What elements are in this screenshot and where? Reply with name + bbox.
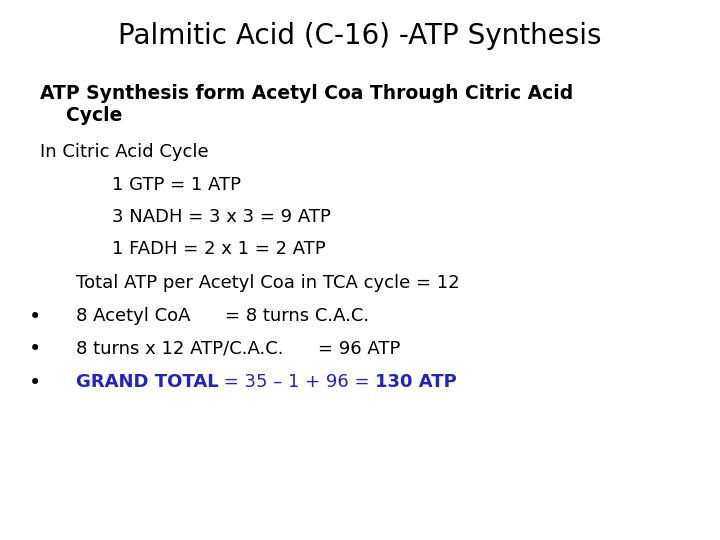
- Text: •: •: [29, 307, 41, 327]
- Text: •: •: [29, 373, 41, 393]
- Text: ATP Synthesis form Acetyl Coa Through Citric Acid
    Cycle: ATP Synthesis form Acetyl Coa Through Ci…: [40, 84, 573, 125]
- Text: = 35 – 1 + 96 =: = 35 – 1 + 96 =: [218, 373, 375, 390]
- Text: 130 ATP: 130 ATP: [375, 373, 457, 390]
- Text: Palmitic Acid (C-16) -ATP Synthesis: Palmitic Acid (C-16) -ATP Synthesis: [118, 22, 602, 50]
- Text: Total ATP per Acetyl Coa in TCA cycle = 12: Total ATP per Acetyl Coa in TCA cycle = …: [76, 274, 459, 292]
- Text: •: •: [29, 339, 41, 359]
- Text: In Citric Acid Cycle: In Citric Acid Cycle: [40, 143, 208, 161]
- Text: 3 NADH = 3 x 3 = 9 ATP: 3 NADH = 3 x 3 = 9 ATP: [112, 208, 330, 226]
- Text: GRAND TOTAL: GRAND TOTAL: [76, 373, 218, 390]
- Text: 8 turns x 12 ATP/C.A.C.      = 96 ATP: 8 turns x 12 ATP/C.A.C. = 96 ATP: [76, 339, 400, 357]
- Text: 1 FADH = 2 x 1 = 2 ATP: 1 FADH = 2 x 1 = 2 ATP: [112, 240, 325, 258]
- Text: 8 Acetyl CoA      = 8 turns C.A.C.: 8 Acetyl CoA = 8 turns C.A.C.: [76, 307, 369, 325]
- Text: 1 GTP = 1 ATP: 1 GTP = 1 ATP: [112, 176, 240, 193]
